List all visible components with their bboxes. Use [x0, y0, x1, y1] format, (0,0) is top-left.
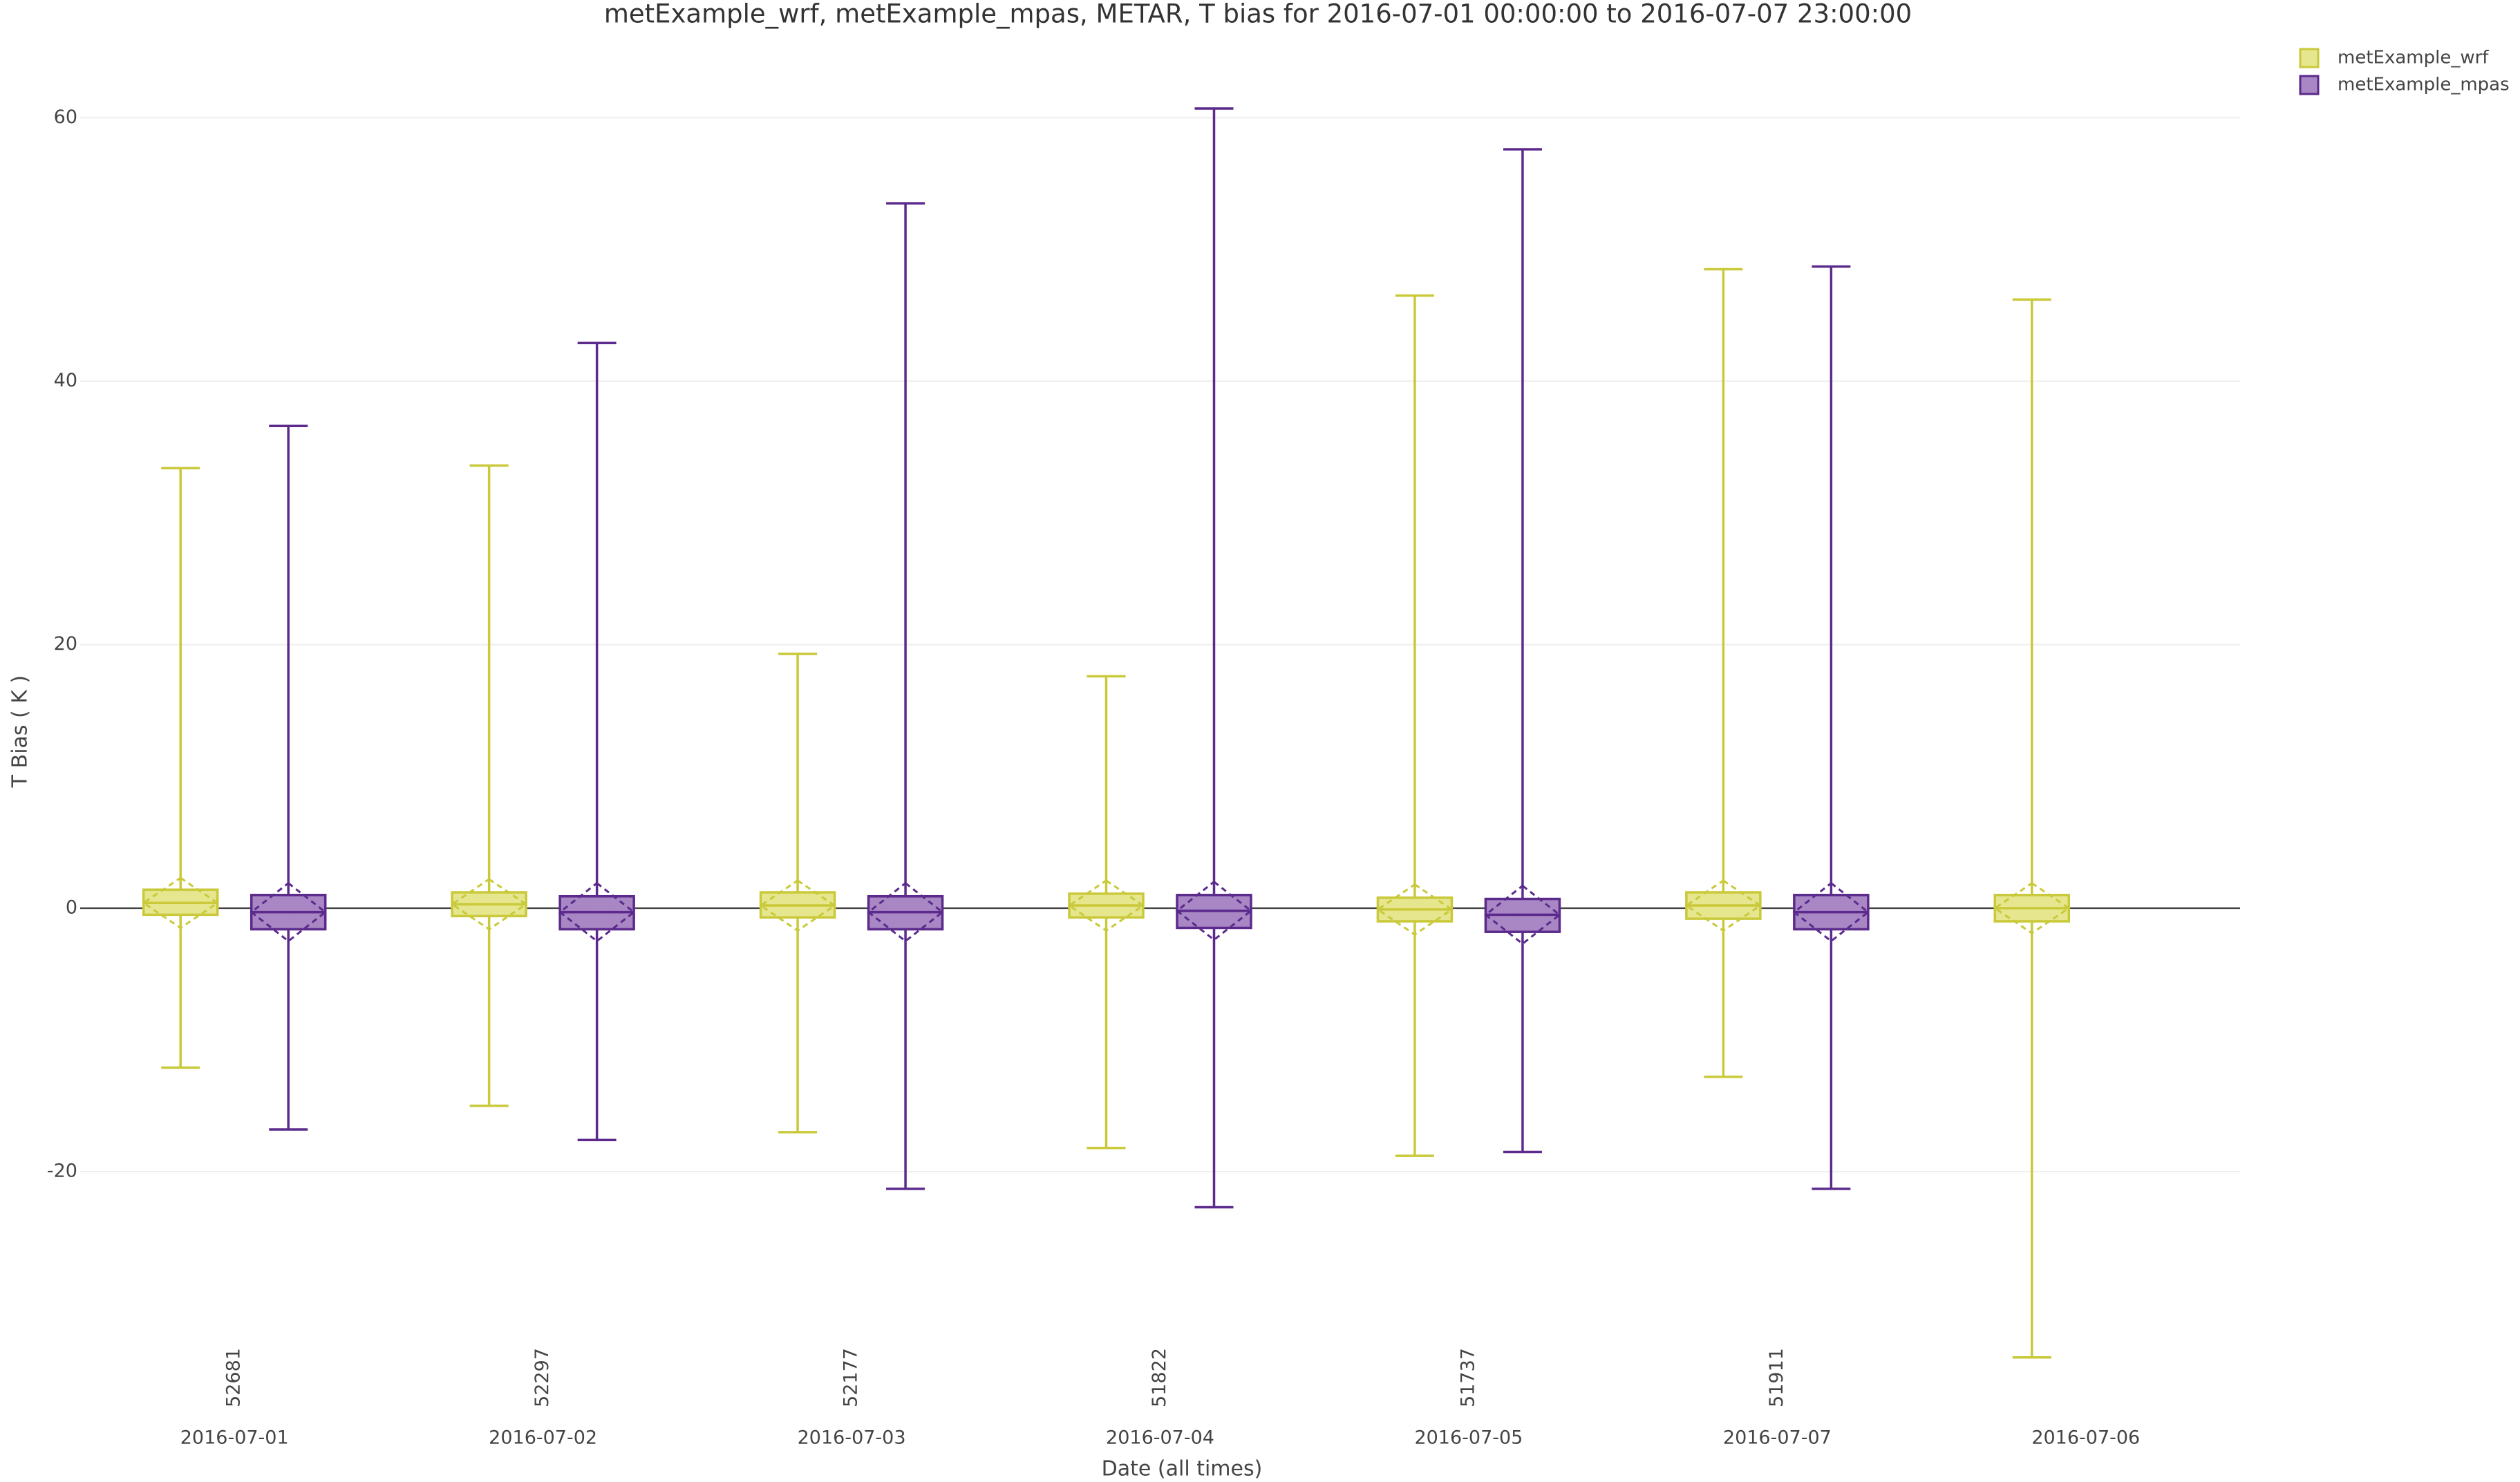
- sd-diamond: [558, 881, 636, 943]
- count-label: 52297: [532, 1348, 553, 1407]
- sd-diamond: [250, 881, 328, 943]
- x-tick-label: 2016-07-03: [798, 1427, 906, 1449]
- count-label: 51911: [1766, 1348, 1787, 1407]
- count-label: 52681: [223, 1348, 245, 1407]
- legend-swatch: [2299, 75, 2320, 95]
- sd-diamond: [142, 876, 220, 930]
- sd-diamond: [1993, 881, 2071, 935]
- sd-diamond: [1067, 879, 1145, 932]
- legend-label: metExample_wrf: [2338, 48, 2489, 68]
- sd-diamond: [1175, 880, 1253, 941]
- x-axis-title: Date (all times): [1102, 1457, 1263, 1481]
- y-axis-title: T Bias ( K ): [8, 675, 32, 788]
- count-label: 51822: [1149, 1348, 1170, 1407]
- y-tick-label: 20: [54, 633, 77, 655]
- sd-diamond: [1483, 884, 1561, 946]
- x-tick-label: 2016-07-04: [1106, 1427, 1214, 1449]
- x-tick-label: 2016-07-02: [489, 1427, 597, 1449]
- x-tick-label: 2016-07-07: [1723, 1427, 1832, 1449]
- legend-label: metExample_mpas: [2338, 75, 2510, 95]
- y-tick-label: 60: [54, 106, 77, 128]
- count-label: 51737: [1457, 1348, 1478, 1407]
- x-tick-label: 2016-07-06: [2031, 1427, 2140, 1449]
- legend-swatch: [2299, 48, 2320, 68]
- y-tick-label: -20: [47, 1161, 77, 1182]
- chart-title: metExample_wrf, metExample_mpas, METAR, …: [604, 0, 1912, 29]
- count-label: 52177: [840, 1348, 862, 1407]
- sd-diamond: [1684, 879, 1762, 932]
- sd-diamond: [758, 879, 837, 932]
- x-tick-label: 2016-07-05: [1414, 1427, 1523, 1449]
- sd-diamond: [867, 881, 945, 943]
- sd-diamond: [1375, 883, 1454, 936]
- y-tick-label: 0: [66, 897, 77, 918]
- sd-diamond: [450, 878, 528, 931]
- sd-diamond: [1792, 881, 1870, 943]
- y-tick-label: 40: [54, 370, 77, 391]
- x-tick-label: 2016-07-01: [180, 1427, 289, 1449]
